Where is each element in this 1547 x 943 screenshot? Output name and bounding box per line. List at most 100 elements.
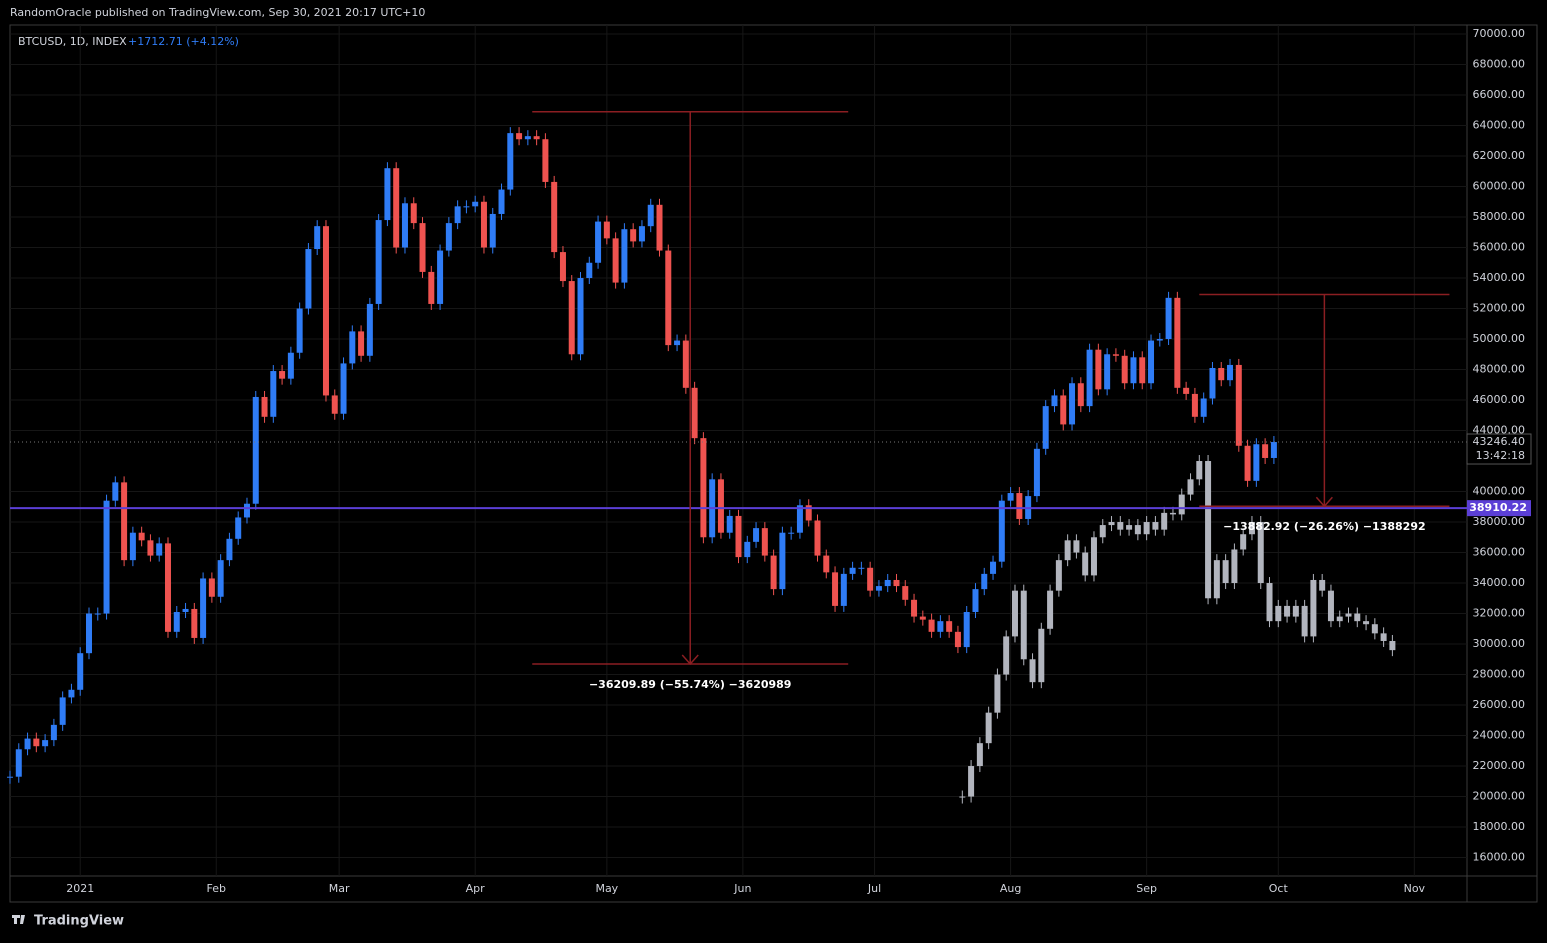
candle-body — [1156, 339, 1163, 341]
candle-body — [384, 168, 391, 221]
candle-body — [1139, 357, 1146, 384]
candle-body — [840, 573, 847, 606]
last-price-label: 43246.40 — [1473, 435, 1526, 448]
candle-body — [507, 133, 514, 190]
candle-body — [893, 579, 900, 587]
y-tick-label: 16000.00 — [1473, 851, 1526, 864]
candle-body — [1292, 605, 1299, 617]
candle-body — [200, 578, 207, 638]
candle-body — [164, 543, 171, 632]
candle-body — [1275, 605, 1282, 622]
measure-arrowhead — [681, 654, 699, 666]
candle-body — [998, 500, 1005, 562]
candle-body — [656, 204, 663, 251]
candle-body — [682, 340, 689, 388]
candle-body — [823, 555, 830, 573]
candle-body — [577, 278, 584, 355]
x-tick-label: Mar — [329, 882, 350, 895]
candle-body — [138, 532, 145, 541]
candle-body — [1169, 512, 1176, 515]
change: +1712.71 (+4.12%) — [128, 35, 239, 48]
candle-body — [1082, 552, 1089, 576]
y-tick-label: 58000.00 — [1473, 210, 1526, 223]
y-tick-label: 38000.00 — [1473, 515, 1526, 528]
candle-body — [981, 573, 988, 590]
candle-body — [1336, 616, 1343, 622]
x-tick-label: Apr — [466, 882, 486, 895]
candle-body — [94, 613, 101, 615]
hline-box — [1467, 500, 1531, 517]
candle-body — [1112, 354, 1119, 356]
candle-body — [1064, 540, 1071, 561]
candle-body — [985, 712, 992, 744]
candle-body — [1301, 605, 1308, 637]
x-tick-label: Aug — [1000, 882, 1021, 895]
candle-body — [261, 396, 268, 417]
candle-body — [516, 133, 523, 140]
candle-body — [1007, 493, 1014, 501]
candle-body — [243, 503, 250, 518]
candle-body — [1209, 367, 1216, 399]
candle-body — [621, 229, 628, 283]
candle-body — [480, 201, 487, 248]
candle-body — [586, 262, 593, 279]
candle-body — [1218, 367, 1225, 381]
measure-arrowhead — [1315, 496, 1333, 508]
candle-body — [437, 250, 444, 304]
byline: RandomOracle published on TradingView.co… — [10, 6, 425, 19]
candle-body — [700, 438, 707, 538]
candle-body — [472, 201, 479, 207]
candle-body — [226, 538, 233, 561]
candle-body — [1213, 560, 1220, 599]
candle-body — [1310, 579, 1317, 637]
candle-body — [1011, 590, 1018, 637]
candle-body — [994, 674, 1001, 713]
candle-body — [1240, 534, 1247, 550]
y-tick-label: 40000.00 — [1473, 485, 1526, 498]
candle-body — [1174, 297, 1181, 388]
candle-body — [849, 567, 856, 574]
candle-body — [595, 221, 602, 263]
candle-body — [24, 738, 31, 750]
candle-body — [1073, 540, 1080, 553]
candle-body — [1042, 406, 1049, 449]
candle-body — [1086, 349, 1093, 407]
candle-body — [428, 271, 435, 304]
measure-label: −36209.89 (−55.74%) −3620989 — [589, 678, 792, 691]
candle-body — [1121, 355, 1128, 384]
candle-body — [1090, 537, 1097, 576]
candle-body — [68, 689, 75, 698]
brand-logo — [12, 915, 25, 924]
candle-body — [401, 203, 408, 248]
candle-body — [963, 612, 970, 648]
candle-body — [551, 181, 558, 253]
candle-body — [568, 281, 575, 355]
candle-body — [638, 226, 645, 242]
x-tick-label: Oct — [1269, 882, 1289, 895]
candle-body — [1051, 395, 1058, 407]
candle-body — [1284, 605, 1291, 617]
y-tick-label: 52000.00 — [1473, 302, 1526, 315]
candle-body — [59, 697, 66, 725]
candle-body — [779, 532, 786, 590]
candle-body — [735, 515, 742, 558]
candle-body — [753, 528, 760, 542]
candle-body — [410, 203, 417, 224]
candle-body — [902, 586, 909, 600]
candle-body — [489, 213, 496, 248]
candle-body — [314, 226, 321, 250]
candle-body — [744, 541, 751, 558]
candle-body — [542, 139, 549, 182]
y-tick-label: 60000.00 — [1473, 180, 1526, 193]
candle-body — [1126, 525, 1133, 530]
candle-body — [7, 776, 13, 778]
y-tick-label: 30000.00 — [1473, 637, 1526, 650]
candle-body — [15, 749, 22, 777]
candle-body — [1389, 640, 1396, 651]
candle-body — [761, 528, 768, 556]
hline-label: 38910.22 — [1469, 501, 1527, 514]
brand: TradingView — [34, 914, 124, 929]
y-tick-label: 56000.00 — [1473, 241, 1526, 254]
candle-body — [1148, 340, 1155, 384]
